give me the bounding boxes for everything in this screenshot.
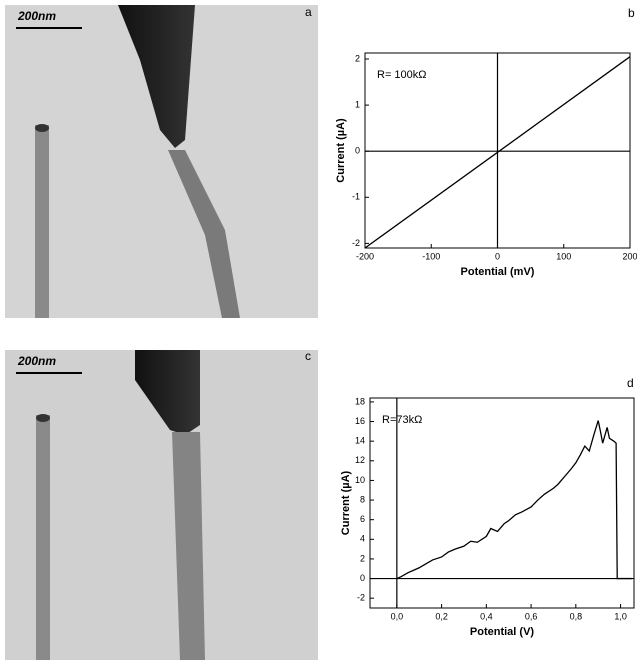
y-tick-label: 0	[360, 573, 365, 583]
x-tick-label: 0,0	[391, 611, 404, 621]
y-tick-label: 6	[360, 514, 365, 524]
panel-label: a	[305, 5, 312, 19]
y-tick-label: 1	[355, 99, 360, 109]
scale-label: 200nm	[17, 9, 56, 23]
y-tick-label: -2	[357, 593, 365, 603]
data-line	[396, 420, 632, 580]
tip	[118, 5, 195, 148]
y-tick-label: 10	[355, 475, 365, 485]
y-tick-label: 8	[360, 494, 365, 504]
y-tick-label: 12	[355, 455, 365, 465]
tip	[135, 350, 200, 435]
wire-end	[36, 414, 50, 422]
y-tick-label: 18	[355, 396, 365, 406]
nanowire	[35, 125, 49, 318]
scale-label: 200nm	[17, 354, 56, 368]
x-tick-label: 0	[495, 251, 500, 261]
x-tick-label: 0,2	[435, 611, 448, 621]
x-tick-label: 0,6	[525, 611, 538, 621]
x-tick-label: 200	[622, 251, 637, 261]
panel-label: b	[628, 6, 635, 20]
panel-label: c	[305, 349, 311, 363]
y-tick-label: -1	[352, 192, 360, 202]
x-axis-title: Potential (V)	[470, 626, 535, 638]
x-tick-label: -200	[356, 251, 374, 261]
y-tick-label: 14	[355, 436, 365, 446]
panel-label: d	[627, 376, 634, 390]
data-line	[364, 56, 631, 249]
x-axis-title: Potential (mV)	[461, 266, 535, 278]
x-tick-label: 0,4	[480, 611, 493, 621]
x-tick-label: 1,0	[614, 611, 627, 621]
y-axis-title: Current (µA)	[335, 118, 347, 183]
y-tick-label: 0	[355, 146, 360, 156]
nanowire	[36, 415, 50, 660]
y-tick-label: -2	[352, 238, 360, 248]
y-tick-label: 2	[360, 553, 365, 563]
y-axis-title: Current (µA)	[340, 470, 352, 535]
x-tick-label: 100	[556, 251, 571, 261]
y-tick-label: 4	[360, 534, 365, 544]
y-tick-label: 2	[355, 53, 360, 63]
plot-frame	[369, 397, 635, 609]
y-tick-label: 16	[355, 416, 365, 426]
wire-end	[35, 124, 49, 132]
nanowire	[168, 150, 240, 318]
annotation: R= 100kΩ	[377, 69, 427, 81]
x-tick-label: 0,8	[570, 611, 583, 621]
x-tick-label: -100	[422, 251, 440, 261]
annotation: R=73kΩ	[382, 414, 422, 426]
nanowire	[172, 432, 205, 660]
